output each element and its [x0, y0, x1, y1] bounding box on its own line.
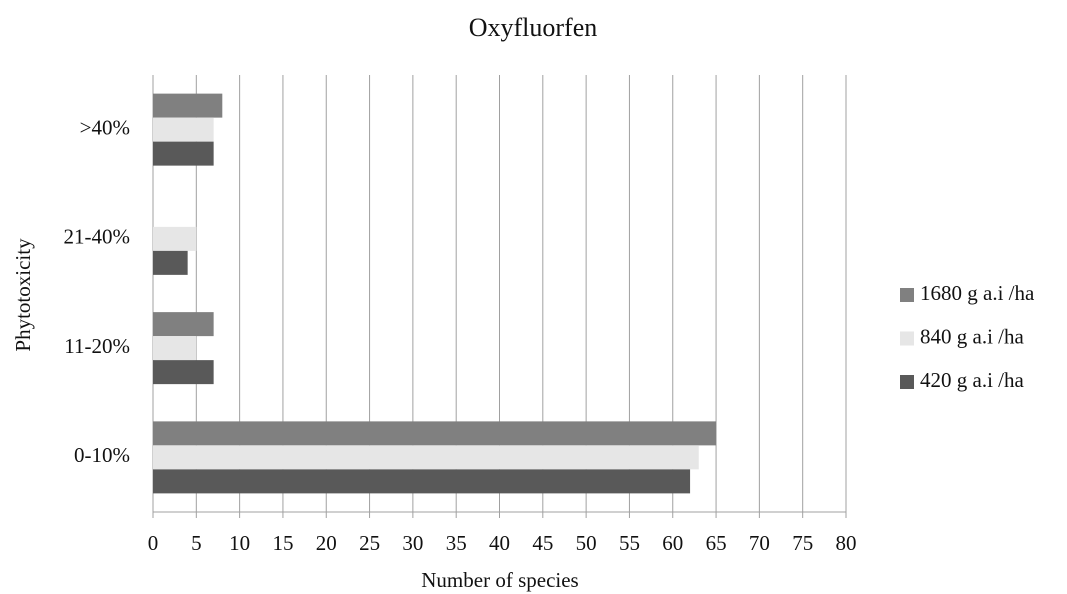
x-tick-label: 65 [706, 531, 727, 555]
bar [153, 141, 214, 166]
x-tick-label: 35 [446, 531, 467, 555]
bar [153, 469, 691, 494]
x-tick-label: 80 [836, 531, 857, 555]
bar [153, 226, 197, 251]
x-tick-label: 50 [576, 531, 597, 555]
x-tick-label: 55 [619, 531, 640, 555]
legend-label: 420 g a.i /ha [920, 368, 1024, 392]
x-tick-label: 0 [148, 531, 159, 555]
bar [153, 360, 214, 385]
bar [153, 421, 717, 446]
bar [153, 336, 197, 361]
legend-swatch [900, 288, 914, 302]
legend-swatch [900, 331, 914, 346]
bar [153, 250, 188, 275]
y-axis-label: Phytotoxicity [11, 238, 35, 352]
legend-label: 840 g a.i /ha [920, 324, 1024, 348]
x-tick-label: 30 [402, 531, 423, 555]
x-tick-label: 60 [662, 531, 683, 555]
x-tick-label: 25 [359, 531, 380, 555]
x-tick-label: 70 [749, 531, 770, 555]
y-tick-label: 21-40% [64, 225, 131, 249]
chart-title: Oxyfluorfen [469, 13, 598, 42]
x-tick-label: 45 [532, 531, 553, 555]
x-tick-label: 5 [191, 531, 202, 555]
y-tick-label: >40% [80, 115, 130, 139]
legend-label: 1680 g a.i /ha [920, 281, 1035, 305]
bar [153, 312, 214, 337]
bar [153, 93, 223, 118]
y-tick-label: 0-10% [74, 443, 130, 467]
x-tick-label: 10 [229, 531, 250, 555]
x-tick-label: 40 [489, 531, 510, 555]
x-tick-label: 75 [792, 531, 813, 555]
x-tick-label: 20 [316, 531, 337, 555]
bar [153, 117, 214, 142]
y-tick-label: 11-20% [64, 334, 130, 358]
x-tick-label: 15 [272, 531, 293, 555]
legend-swatch [900, 375, 914, 389]
bar [153, 445, 699, 470]
x-axis-label: Number of species [421, 568, 578, 592]
